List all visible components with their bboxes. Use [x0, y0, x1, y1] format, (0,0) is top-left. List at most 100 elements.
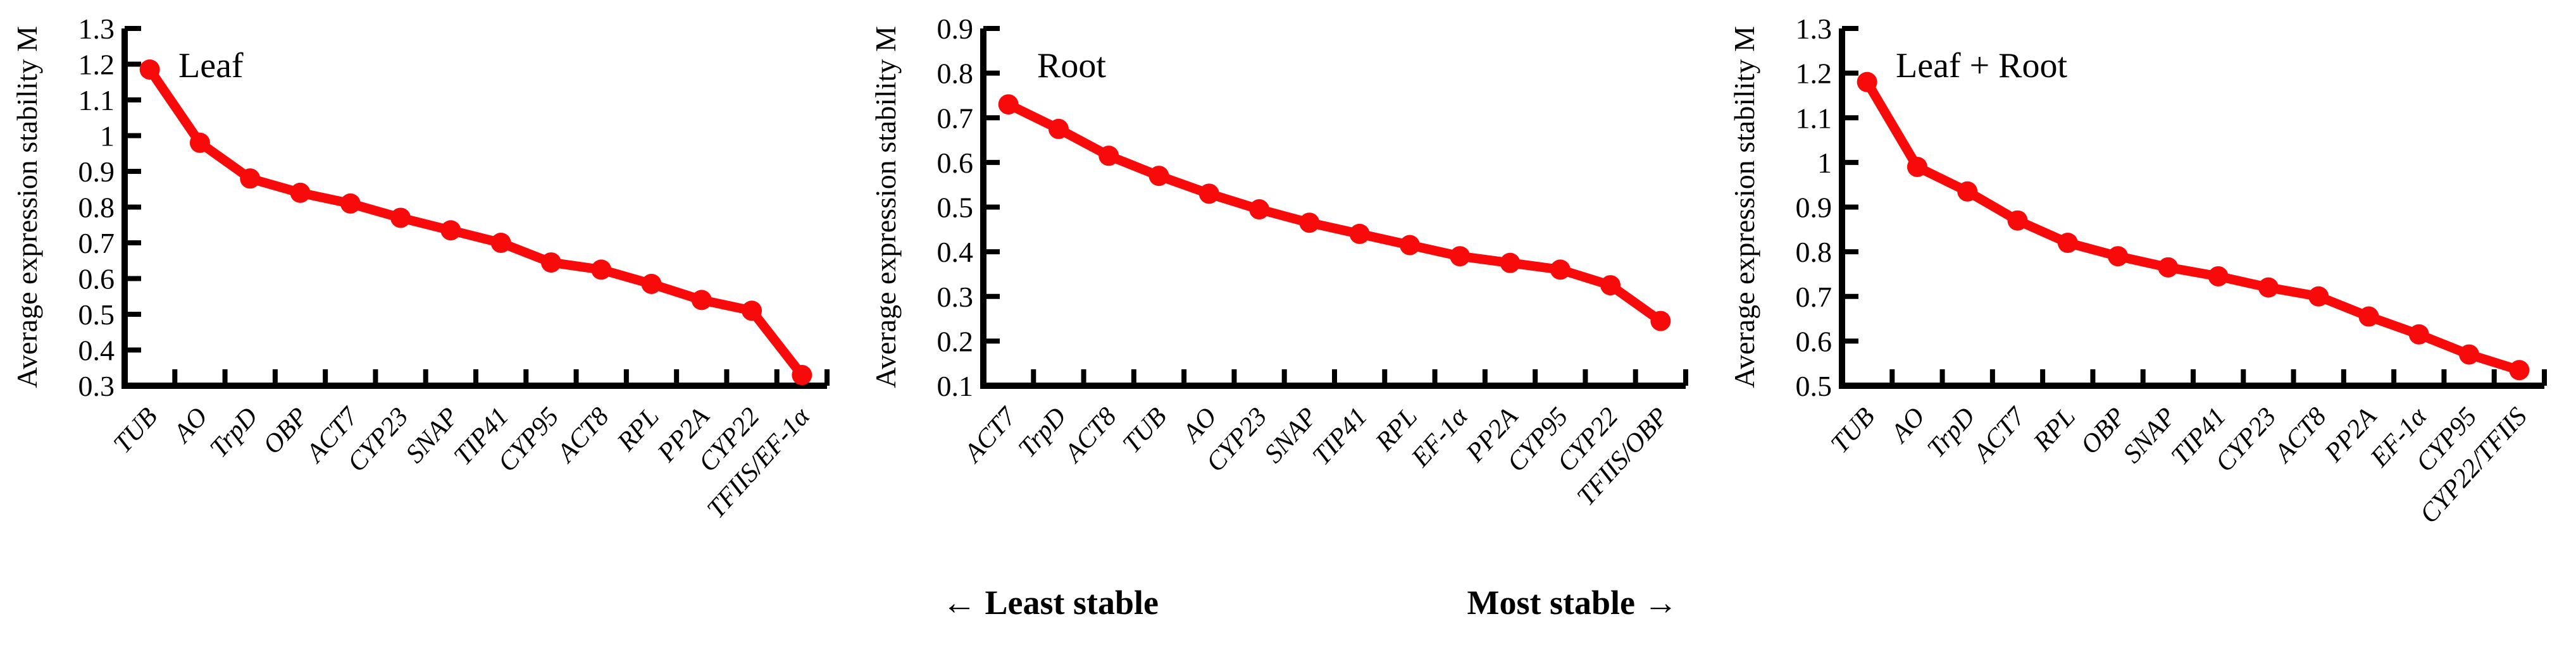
caption-most-stable: Most stable → — [1467, 584, 1678, 622]
data-point — [2459, 344, 2480, 365]
chart-title: Leaf + Root — [1896, 46, 2068, 85]
y-tick-label: 1 — [100, 120, 115, 152]
y-tick-label: 0.9 — [937, 13, 974, 45]
data-point — [490, 233, 511, 253]
y-tick-label: 0.5 — [1796, 370, 1832, 402]
data-point — [1500, 252, 1521, 273]
y-tick-label: 0.3 — [78, 370, 115, 402]
y-tick-label: 0.8 — [937, 58, 974, 90]
x-category-label: ACT8 — [1058, 402, 1123, 469]
data-point — [1907, 156, 1927, 177]
y-tick-label: 1.3 — [78, 13, 115, 45]
axis-frame — [121, 28, 827, 389]
y-tick-label: 0.7 — [1796, 281, 1832, 313]
y-tick-label: 0.6 — [78, 263, 115, 295]
x-category-label: SNAP — [1259, 402, 1322, 469]
y-axis-title: Average expression stability M — [869, 26, 902, 388]
data-point — [641, 273, 662, 294]
y-tick-labels: 0.1 0.2 0.3 0.4 0.5 0.6 0.7 0.8 0.9 — [937, 13, 974, 402]
data-point — [1600, 275, 1621, 296]
axis-frame — [1839, 28, 2544, 389]
data-point — [240, 168, 261, 189]
y-tick-label: 0.8 — [78, 192, 115, 224]
data-point — [189, 132, 210, 153]
series-line — [145, 64, 807, 380]
x-category-label: SNAP — [2117, 402, 2181, 469]
chart-leaf: 0.3 0.4 0.5 0.6 0.7 0.8 0.9 1 1.1 1.2 1.3 Average e… — [0, 0, 859, 645]
data-point — [2358, 306, 2379, 327]
chart-title: Leaf — [178, 46, 244, 85]
x-category-label: RPL — [2027, 402, 2081, 457]
x-category-label: TrpD — [1013, 402, 1073, 464]
data-point — [2158, 257, 2179, 278]
y-tick-label: 1.1 — [1796, 102, 1832, 134]
data-point — [1650, 310, 1671, 331]
x-category-label: ACT7 — [1967, 401, 2032, 469]
x-category-label: TIP41 — [1307, 402, 1373, 471]
y-tick-label: 0.3 — [937, 281, 974, 313]
data-point — [2258, 277, 2279, 298]
x-category-label: ACT8 — [2268, 402, 2332, 469]
data-point — [1857, 71, 1877, 92]
data-point — [2007, 210, 2028, 231]
y-tick-label: 0.9 — [1796, 192, 1832, 224]
y-tick-label: 1.1 — [78, 84, 115, 116]
data-point — [540, 252, 561, 273]
y-tick-label: 1.3 — [1796, 13, 1832, 45]
axes — [1839, 26, 2547, 389]
axis-frame — [980, 28, 1686, 389]
data-point — [1299, 212, 1320, 233]
x-category-label: TUB — [1826, 402, 1881, 459]
data-point — [2108, 246, 2129, 267]
y-tick-label: 0.5 — [78, 298, 115, 331]
data-point — [340, 193, 361, 214]
x-category-label: TrpD — [1922, 402, 1981, 464]
line-chart-leaf-root: 0.5 0.6 0.7 0.8 0.9 1 1.1 1.2 1.3 Average express… — [1728, 13, 2547, 529]
y-axis-title: Average expression stability M — [11, 26, 43, 388]
y-tick-label: 0.4 — [78, 335, 115, 367]
axes — [980, 26, 1688, 389]
data-point — [2208, 266, 2229, 286]
data-point — [792, 365, 812, 386]
data-point — [1198, 183, 1219, 204]
y-tick-label: 0.5 — [937, 192, 974, 224]
data-point — [1349, 223, 1370, 244]
y-tick-label: 1.2 — [1796, 58, 1832, 90]
x-category-labels: TUB AOTrpDOBPACT7CYP23SNAPTIP41CYP95ACT8R… — [108, 401, 816, 524]
y-axis-title: Average expression stability M — [1728, 26, 1760, 388]
data-point — [998, 94, 1019, 115]
data-point — [591, 259, 612, 280]
y-tick-label: 1 — [1817, 147, 1832, 179]
y-tick-label: 1.2 — [78, 49, 115, 81]
y-tick-label: 0.6 — [1796, 325, 1832, 357]
chart-title: Root — [1037, 46, 1106, 85]
x-category-labels: TUB AOTrpDACT7RPLOBPSNAPTIP41CYP23ACT8PP2… — [1826, 401, 2533, 529]
data-point — [440, 220, 461, 241]
line-chart-leaf: 0.30.4 0.50.6 0.70.8 0.9 1 1.11.2 1.3 Average e… — [11, 13, 830, 524]
data-point — [1249, 199, 1270, 220]
y-tick-labels: 0.5 0.6 0.7 0.8 0.9 1 1.1 1.2 1.3 — [1796, 13, 1832, 402]
x-category-label: SNAP — [400, 402, 464, 469]
x-category-label: EF-1α — [1405, 402, 1474, 473]
x-category-label: TUB — [1117, 402, 1173, 459]
data-point — [1048, 118, 1069, 139]
caption-least-stable: ← Least stable — [942, 584, 1159, 622]
data-point — [2057, 233, 2078, 253]
data-point — [2308, 286, 2329, 307]
y-tick-label: 0.6 — [937, 147, 974, 179]
data-point — [691, 290, 712, 310]
x-category-label: TUB — [108, 402, 163, 459]
y-tick-label: 0.8 — [1796, 236, 1832, 268]
y-tick-label: 0.1 — [937, 370, 974, 402]
y-tick-label: 0.7 — [78, 227, 115, 259]
data-point — [139, 59, 160, 80]
y-tick-labels: 0.30.4 0.50.6 0.70.8 0.9 1 1.11.2 1.3 — [78, 13, 115, 402]
y-tick-label: 0.4 — [937, 236, 974, 268]
series-line — [1004, 99, 1665, 326]
data-point — [2509, 360, 2530, 381]
data-point — [1957, 181, 1978, 202]
y-tick-label: 0.7 — [937, 102, 974, 134]
y-tick-label: 0.2 — [937, 325, 974, 357]
